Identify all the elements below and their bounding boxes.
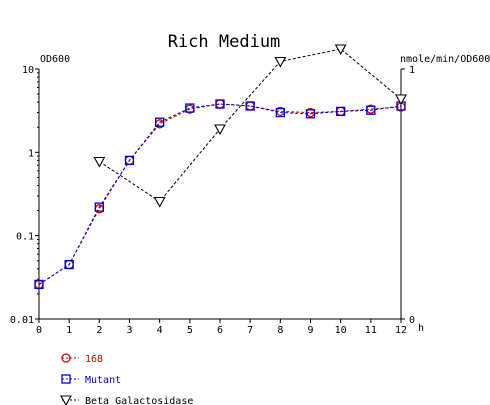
x-tick-label: 10 [335, 325, 347, 336]
legend-label-168: 168 [85, 354, 103, 365]
data-point-mutant [305, 109, 316, 119]
data-point-beta-galactosidase [214, 124, 226, 136]
data-point-mutant [94, 202, 104, 212]
legend-marker-beta-galactosidase [60, 395, 72, 405]
data-point-mutant [336, 106, 346, 117]
x-axis-label: h [418, 323, 424, 334]
data-point-beta-galactosidase [274, 56, 287, 68]
data-point-mutant [155, 117, 165, 127]
data-point-mutant [185, 103, 195, 113]
x-tick-label: 6 [217, 325, 223, 336]
series-line-beta-galactosidase [99, 48, 402, 203]
x-tick-label: 0 [36, 325, 42, 336]
series-line-mutant [38, 103, 402, 285]
right-tick-label: 1 [409, 65, 415, 76]
data-point-beta-galactosidase [93, 156, 106, 168]
left-tick-label: 0.01 [10, 315, 34, 326]
data-point-mutant [275, 107, 285, 118]
x-tick-label: 12 [395, 325, 407, 336]
x-tick-label: 8 [277, 325, 283, 336]
data-point-mutant [34, 279, 44, 290]
data-point-mutant [215, 99, 225, 109]
data-point-beta-galactosidase [334, 44, 347, 56]
left-axis-label: OD600 [40, 54, 70, 65]
legend-label-beta-galactosidase: Beta Galactosidase [85, 396, 193, 405]
x-tick-label: 9 [307, 325, 313, 336]
right-axis-label: nmole/min/OD600 [400, 54, 490, 65]
left-tick-label: 1 [28, 148, 34, 159]
data-point-beta-galactosidase [395, 94, 407, 106]
legend: 168 Mutant Beta Galactosidase [60, 353, 193, 405]
x-tick-label: 3 [126, 325, 132, 336]
data-point-beta-galactosidase [153, 196, 166, 208]
chart-title: Rich Medium [168, 32, 281, 52]
data-point-mutant [366, 105, 376, 115]
legend-marker-mutant [61, 374, 71, 384]
right-tick-label: 0 [409, 315, 415, 326]
left-tick-label: 0.1 [16, 232, 34, 243]
left-tick-label: 10 [22, 65, 34, 76]
series-lines [38, 48, 402, 285]
x-tick-label: 1 [66, 325, 72, 336]
x-tick-label: 4 [157, 325, 163, 336]
x-tick-label: 11 [365, 325, 377, 336]
data-point-mutant [64, 259, 74, 270]
x-tick-label: 5 [187, 325, 193, 336]
series-markers [34, 44, 407, 290]
data-point-mutant [124, 155, 135, 166]
x-tick-label: 7 [247, 325, 253, 336]
legend-marker-168 [61, 353, 71, 363]
data-point-mutant [245, 101, 255, 111]
x-tick-label: 2 [96, 325, 102, 336]
legend-label-mutant: Mutant [85, 375, 121, 386]
